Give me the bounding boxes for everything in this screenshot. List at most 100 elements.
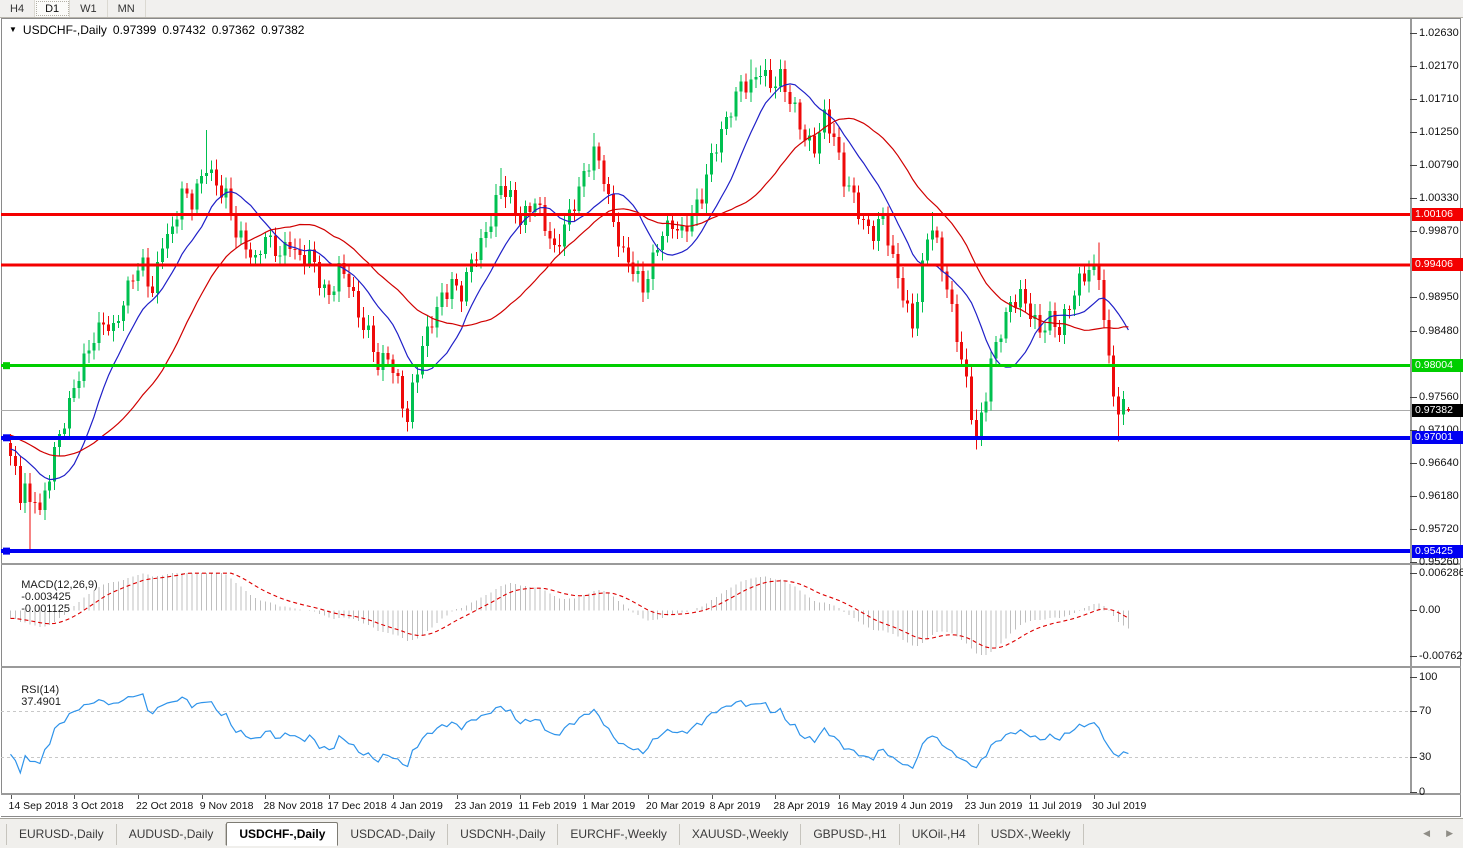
time-scale-label: 11 Jul 2019 [1028, 800, 1082, 812]
chart-tab-usdchf-daily[interactable]: USDCHF-,Daily [226, 822, 339, 846]
macd-scale-label: 0.006286 [1419, 566, 1463, 579]
macd-scale-tick [1410, 572, 1417, 574]
price-scale-tick [1410, 529, 1417, 531]
chart-tab-xauusd-weekly[interactable]: XAUUSD-,Weekly [680, 824, 802, 845]
time-scale-label: 23 Jun 2019 [964, 800, 1023, 812]
time-scale-label: 30 Jul 2019 [1092, 800, 1147, 812]
price-scale-tick [1410, 496, 1417, 498]
time-scale-tick [329, 795, 331, 799]
ohlc-low: 0.97362 [211, 23, 256, 37]
ohlc-high: 0.97432 [162, 23, 206, 37]
symbol-dropdown-icon[interactable]: ▼ [9, 24, 17, 34]
time-scale-label: 23 Jan 2019 [454, 800, 513, 812]
rsi-chart-canvas[interactable] [1, 668, 1410, 793]
price-tag: 0.98004 [1412, 359, 1463, 373]
symbol-tab-bar: EURUSD-,Daily AUDUSD-,Daily USDCHF-,Daily U… [0, 818, 1463, 846]
rsi-value: 37.4901 [21, 696, 61, 708]
symbol-label: USDCHF-,Daily [22, 23, 107, 37]
time-scale-tick [902, 795, 904, 799]
macd-signal-value: -0.001125 [21, 603, 70, 615]
pane-separator-rsi-dates [1, 793, 1461, 795]
pane-separator-main-macd[interactable] [1, 563, 1461, 565]
chart-tab-audusd-daily[interactable]: AUDUSD-,Daily [117, 824, 227, 845]
rsi-scale-tick [1410, 676, 1417, 678]
macd-scale-label: -0.00762 [1419, 649, 1463, 662]
tab-scroll-arrows: ◀ ▶ [1423, 828, 1453, 839]
rsi-indicator-label: RSI(14) 37.4901 [9, 672, 61, 720]
price-scale-tick [1410, 98, 1417, 100]
price-scale-tick [1410, 230, 1417, 232]
time-scale-tick [456, 795, 458, 799]
chart-window [1, 18, 1461, 817]
time-scale-tick [1030, 795, 1032, 799]
time-scale-label: 14 Sep 2018 [8, 800, 69, 812]
time-scale-label: 28 Nov 2018 [263, 800, 323, 812]
timeframe-button-w1[interactable]: W1 [70, 0, 108, 17]
price-scale-label: 0.96180 [1419, 490, 1459, 503]
price-scale-tick [1410, 297, 1417, 299]
chart-tab-eurusd-daily[interactable]: EURUSD-,Daily [6, 824, 117, 845]
time-scale-tick [201, 795, 203, 799]
time-scale-label: 3 Oct 2018 [72, 800, 124, 812]
price-scale-label: 0.96640 [1419, 457, 1459, 470]
time-scale-label: 8 Apr 2019 [709, 800, 761, 812]
time-scale-tick [10, 795, 12, 799]
price-scale-label: 1.00790 [1419, 158, 1459, 171]
chart-tab-usdcnh-daily[interactable]: USDCNH-,Daily [448, 824, 559, 845]
price-scale-label: 1.02170 [1419, 59, 1459, 72]
time-scale-tick [74, 795, 76, 799]
ohlc-open: 0.97399 [112, 23, 157, 37]
price-scale-tick [1410, 463, 1417, 465]
rsi-scale-tick [1410, 791, 1417, 793]
macd-name: MACD(12,26,9) [21, 579, 98, 591]
chart-tab-eurchf-weekly[interactable]: EURCHF-,Weekly [558, 824, 680, 845]
time-scale[interactable]: 14 Sep 2018 3 Oct 2018 22 Oct 2018 9 Nov 20… [1, 795, 1409, 816]
time-scale-label: 16 May 2019 [837, 800, 898, 812]
time-scale-label: 1 Mar 2019 [582, 800, 636, 812]
price-scale-tick [1410, 197, 1417, 199]
macd-chart-canvas[interactable] [1, 565, 1410, 665]
time-scale-label: 4 Jan 2019 [390, 800, 443, 812]
tab-scroll-left-icon[interactable]: ◀ [1423, 828, 1431, 838]
chart-tab-usdx-weekly[interactable]: USDX-,Weekly [979, 824, 1084, 845]
time-scale-tick [584, 795, 586, 799]
time-scale-tick [392, 795, 394, 799]
price-tag: 0.99406 [1412, 258, 1463, 272]
chart-title: ▼ USDCHF-,Daily 0.97399 0.97432 0.97362 … [9, 23, 304, 37]
price-scale-label: 0.98950 [1419, 291, 1459, 304]
symbol-tabs: EURUSD-,Daily AUDUSD-,Daily USDCHF-,Daily U… [0, 821, 1084, 846]
rsi-scale-label: 30 [1419, 751, 1432, 763]
time-scale-label: 9 Nov 2018 [199, 800, 254, 812]
time-scale-label: 20 Mar 2019 [645, 800, 705, 812]
price-scale-tick [1410, 397, 1417, 399]
time-scale-label: 28 Apr 2019 [773, 800, 830, 812]
chart-tab-ukoil-h4[interactable]: UKOil-,H4 [900, 824, 979, 845]
rsi-name: RSI(14) [21, 684, 60, 696]
chart-tab-usdcad-daily[interactable]: USDCAD-,Daily [338, 824, 449, 845]
macd-scale-label: 0.00 [1419, 604, 1441, 617]
chart-tab-gbpusd-h1[interactable]: GBPUSD-,H1 [801, 824, 900, 845]
time-scale-label: 11 Feb 2019 [518, 800, 577, 812]
price-scale-label: 0.97560 [1419, 391, 1459, 404]
time-scale-tick [265, 795, 267, 799]
time-scale-label: 4 Jun 2019 [900, 800, 953, 812]
price-scale-label: 0.95720 [1419, 523, 1459, 536]
time-scale-label: 17 Dec 2018 [327, 800, 387, 812]
price-tag: 0.97382 [1412, 403, 1463, 417]
price-scale-label: 0.98480 [1419, 324, 1459, 337]
macd-scale-tick [1410, 610, 1417, 612]
price-tag: 0.95425 [1412, 544, 1463, 558]
price-chart-canvas[interactable] [1, 19, 1410, 563]
pane-separator-macd-rsi[interactable] [1, 666, 1461, 668]
price-scale-label: 1.00330 [1419, 191, 1459, 204]
rsi-scale-tick [1410, 757, 1417, 758]
price-scale-tick [1410, 164, 1417, 166]
timeframe-button-mn[interactable]: MN [108, 0, 146, 17]
tab-scroll-right-icon[interactable]: ▶ [1446, 828, 1453, 838]
timeframe-button-h4[interactable]: H4 [0, 0, 36, 17]
time-scale-tick [711, 795, 713, 799]
price-scale-tick [1410, 330, 1417, 332]
time-scale-tick [520, 795, 522, 799]
rsi-scale-tick [1410, 711, 1417, 712]
timeframe-button-d1[interactable]: D1 [35, 0, 71, 17]
